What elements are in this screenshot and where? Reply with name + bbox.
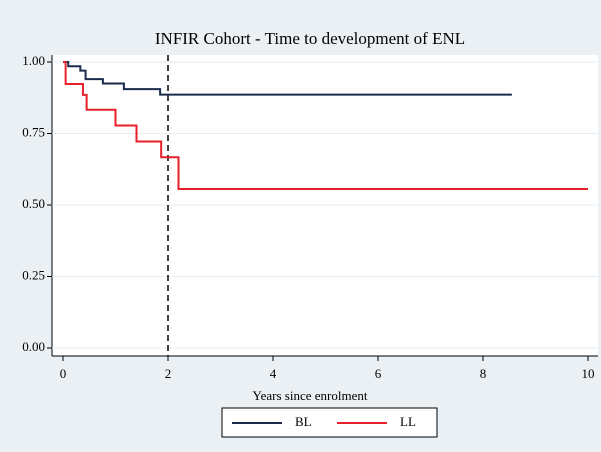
x-tick-label: 2 [165, 366, 172, 381]
x-tick-label: 4 [270, 366, 277, 381]
legend-label: BL [295, 414, 312, 429]
x-tick-label: 10 [582, 366, 595, 381]
y-tick-label: 1.00 [22, 53, 45, 68]
survival-line [63, 61, 512, 96]
y-tick-label: 0.50 [22, 196, 45, 211]
x-axis-label: Years since enrolment [253, 388, 368, 403]
legend-label: LL [400, 414, 416, 429]
y-tick-label: 0.00 [22, 339, 45, 354]
y-tick-label: 0.75 [22, 124, 45, 139]
x-tick-label: 0 [60, 366, 67, 381]
y-tick-label: 0.25 [22, 267, 45, 282]
x-tick-label: 8 [480, 366, 487, 381]
chart-title: INFIR Cohort - Time to development of EN… [155, 29, 465, 48]
x-tick-label: 6 [375, 366, 382, 381]
survival-line [63, 61, 588, 190]
